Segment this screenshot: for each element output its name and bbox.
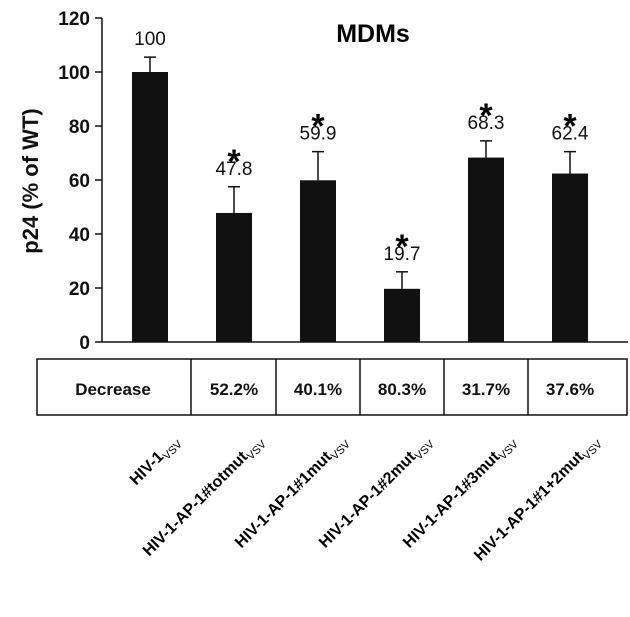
table-cell: 80.3% [378, 380, 426, 399]
x-category-subscript: VSV [581, 438, 606, 463]
y-ticks: 0 20 40 60 80 100 120 [58, 9, 102, 354]
y-axis-label: p24 (% of WT) [18, 108, 43, 253]
table-cell: 31.7% [462, 380, 510, 399]
table-row-label: Decrease [75, 380, 151, 399]
x-category-subscript: VSV [161, 438, 186, 463]
significance-star: * [395, 228, 409, 266]
table-border [36, 358, 628, 416]
y-tick-label: 20 [69, 279, 90, 300]
bars [132, 72, 588, 342]
significance-star: * [479, 97, 493, 135]
x-category-subscript: VSV [497, 438, 522, 463]
table-cells: 52.2% 40.1% 80.3% 31.7% 37.6% [210, 380, 594, 399]
bar [216, 212, 252, 342]
x-category-subscript: VSV [329, 438, 354, 463]
significance-markers: * * * * * [227, 97, 577, 266]
chart-title: MDMs [336, 20, 410, 48]
y-tick-label: 120 [58, 9, 90, 30]
y-tick-label: 100 [58, 63, 90, 84]
table-cell: 52.2% [210, 380, 258, 399]
bar [132, 72, 168, 342]
bar [384, 288, 420, 342]
bar-value-label: 47.8 [216, 159, 253, 180]
x-category-labels: HIV-1VSVHIV-1-AP-1#totmutVSVHIV-1-AP-1#1… [127, 432, 606, 564]
significance-star: * [311, 108, 325, 146]
y-tick-label: 40 [69, 225, 90, 246]
x-category-subscript: VSV [245, 438, 270, 463]
bar-value-label: 68.3 [468, 113, 505, 134]
decrease-table: Decrease 52.2% 40.1% 80.3% 31.7% 37.6% [36, 358, 628, 416]
x-category-subscript: VSV [413, 438, 438, 463]
table-cell: 37.6% [546, 380, 594, 399]
error-bars [144, 56, 576, 289]
bar-value-label: 100 [134, 29, 166, 50]
table-cell: 40.1% [294, 380, 342, 399]
y-tick-label: 0 [79, 333, 90, 354]
bar-value-label: 62.4 [552, 124, 589, 145]
table-dividers [190, 359, 529, 415]
bar [300, 180, 336, 342]
bar-value-label: 19.7 [384, 244, 421, 265]
bar [552, 173, 588, 342]
significance-star: * [227, 143, 241, 181]
x-category-label: HIV-1VSV [127, 432, 185, 490]
value-labels: 100 47.8 59.9 19.7 68.3 62.4 [134, 29, 589, 265]
significance-star: * [563, 108, 577, 146]
bar [468, 157, 504, 342]
bar-value-label: 59.9 [300, 124, 337, 145]
y-tick-label: 60 [69, 171, 90, 192]
y-tick-label: 80 [69, 117, 90, 138]
